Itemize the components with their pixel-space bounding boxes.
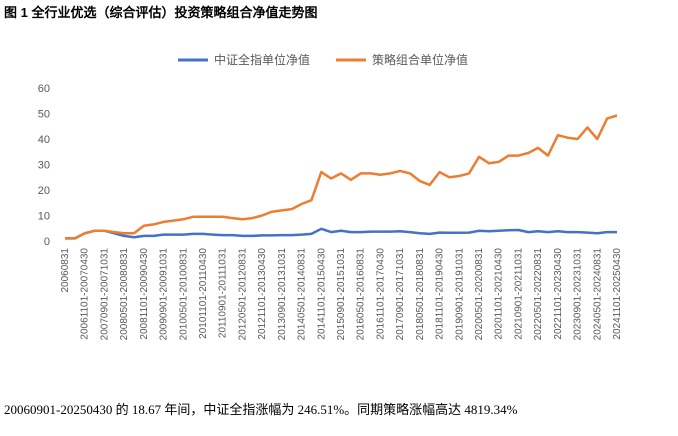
- x-tick-label: 20181101-20190430: [435, 248, 446, 340]
- x-tick-label: 20210901-20211031: [513, 248, 524, 340]
- y-tick-label: 50: [38, 109, 50, 121]
- chart-title: 图 1 全行业优选（综合评估）投资策略组合净值走势图: [4, 5, 317, 20]
- x-tick-label: 20240501-20240831: [592, 248, 603, 341]
- footer-note: 20060901-20250430 的 18.67 年间，中证全指涨幅为 246…: [4, 402, 518, 417]
- data-line: [65, 227, 617, 240]
- x-tick-label: 20070901-20071031: [99, 248, 110, 341]
- x-tick-label: 20061101-20070430: [80, 248, 91, 340]
- data-line: [65, 114, 618, 240]
- x-tick-label: 20160501-20160831: [356, 248, 367, 341]
- x-tick-label: 20180501-20180831: [415, 248, 426, 341]
- x-tick-label: 20121101-20130430: [257, 248, 268, 340]
- y-tick-label: 10: [38, 211, 50, 223]
- x-tick-label: 20230901-20231031: [573, 248, 584, 341]
- x-tick-label: 20220501-20220831: [533, 248, 544, 341]
- x-tick-label: 20101101-20110430: [198, 248, 209, 339]
- x-tick-label: 20241101-20250430: [612, 248, 623, 340]
- x-tick-label: 20090901-20091031: [159, 248, 170, 341]
- x-tick-label: 20080501-20080831: [119, 248, 130, 341]
- y-tick-label: 40: [38, 134, 50, 146]
- x-tick-label: 20161101-20170430: [375, 248, 386, 340]
- x-tick-label: 20100501-20100831: [178, 248, 189, 341]
- y-tick-label: 60: [38, 83, 50, 95]
- x-tick-label: 20200501-20200831: [474, 248, 485, 341]
- x-tick-label: 20130901-20131031: [277, 248, 288, 341]
- x-tick-label: 20120501-20120831: [237, 248, 248, 341]
- x-tick-label: 20110901-20111031: [218, 248, 229, 339]
- x-tick-label: 20150901-20151031: [336, 248, 347, 341]
- y-tick-label: 20: [38, 185, 50, 197]
- y-tick-label: 30: [38, 160, 50, 172]
- x-tick-label: 20190901-20191031: [454, 248, 465, 341]
- legend-label: 策略组合单位净值: [372, 52, 468, 67]
- x-tick-label: 20140501-20140831: [297, 248, 308, 341]
- legend-label: 中证全指单位净值: [214, 52, 310, 67]
- x-tick-label: 20060831: [60, 248, 71, 293]
- x-tick-label: 20201101-20210430: [494, 248, 505, 340]
- x-tick-label: 20170901-20171031: [395, 248, 406, 341]
- y-tick-label: 0: [44, 236, 50, 248]
- x-tick-label: 20081101-20090430: [139, 248, 150, 340]
- x-tick-label: 20141101-20150430: [316, 248, 327, 340]
- x-tick-label: 20221101-20230430: [553, 248, 564, 340]
